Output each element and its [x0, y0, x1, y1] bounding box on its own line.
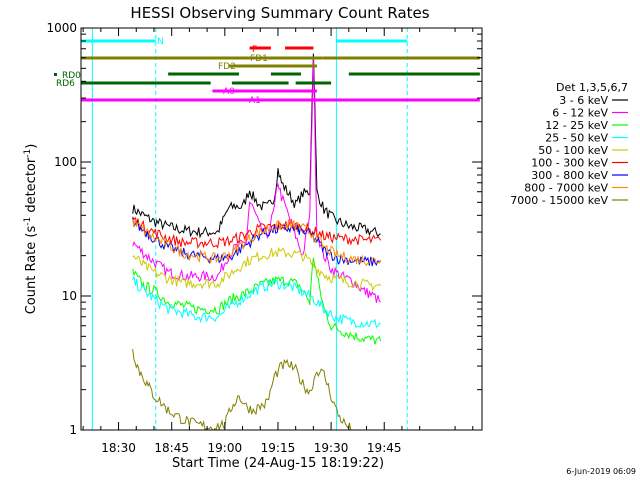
plot-frame — [80, 27, 483, 431]
series-lines — [132, 53, 382, 430]
series-line-7 — [132, 218, 382, 267]
legend-label-5: 100 - 300 keV — [531, 157, 608, 170]
y-axis-label: Count Rate (s-1 detector-1) — [23, 144, 39, 315]
flag-label-a1: A1 — [249, 96, 261, 106]
rd0-marker — [54, 73, 57, 76]
y-axis-label-sup1: -1 — [23, 217, 33, 226]
chart-title: HESSI Observing Summary Count Rates — [130, 4, 429, 22]
legend-label-1: 6 - 12 keV — [552, 107, 608, 120]
flag-label-rd6: RD6 — [56, 79, 75, 89]
flag-label-f: F — [252, 45, 257, 55]
y-tick-label-1: 10 — [62, 289, 77, 303]
y-axis-ticks: 1 10 100 1000 — [46, 21, 482, 437]
footer-date: 6-Jun-2019 06:09 — [566, 467, 636, 476]
vertical-marker-lines — [91, 28, 408, 430]
y-tick-label-3: 1000 — [46, 21, 77, 35]
x-tick-label-1: 18:45 — [154, 441, 189, 455]
series-line-4 — [132, 246, 382, 292]
x-tick-label-2: 19:00 — [208, 441, 243, 455]
y-tick-label-2: 100 — [54, 155, 77, 169]
y-axis-label-main: Count Rate (s — [24, 226, 39, 315]
y-axis-label-mid: detector — [24, 157, 39, 217]
x-tick-label-5: 19:45 — [367, 441, 402, 455]
legend-label-0: 3 - 6 keV — [559, 94, 608, 107]
legend-label-4: 50 - 100 keV — [538, 144, 608, 157]
x-tick-label-3: 19:15 — [261, 441, 296, 455]
flag-label-n: N — [157, 37, 164, 47]
y-axis-label-end: ) — [24, 144, 39, 149]
legend-label-8: 7000 - 15000 keV — [510, 194, 608, 207]
legend-label-7: 800 - 7000 keV — [524, 182, 608, 195]
legend-label-3: 25 - 50 keV — [545, 132, 608, 145]
series-line-0 — [132, 53, 381, 239]
legend-label-6: 300 - 800 keV — [531, 169, 608, 182]
legend-label-2: 12 - 25 keV — [545, 119, 608, 132]
x-axis-label: Start Time (24-Aug-15 18:19:22) — [172, 456, 384, 471]
y-tick-label-0: 1 — [69, 423, 77, 437]
series-line-3 — [132, 275, 381, 329]
flag-label-fd2: FD2 — [218, 62, 236, 72]
flag-label-a0: A0 — [223, 87, 235, 97]
series-line-2 — [132, 257, 382, 345]
x-axis-ticks: 18:30 18:45 19:00 19:15 19:30 19:45 — [82, 28, 474, 455]
legend-title: Det 1,3,5,6,7 — [556, 81, 628, 94]
flag-label-fd1: FD1 — [250, 54, 268, 64]
flag-label-rd0: RD0 — [62, 71, 81, 81]
series-line-5 — [132, 216, 382, 249]
x-tick-label-0: 18:30 — [101, 441, 136, 455]
series-line-8 — [132, 349, 353, 430]
y-axis-label-sup2: -1 — [23, 149, 33, 158]
x-tick-label-4: 19:30 — [314, 441, 349, 455]
series-line-6 — [132, 217, 381, 267]
